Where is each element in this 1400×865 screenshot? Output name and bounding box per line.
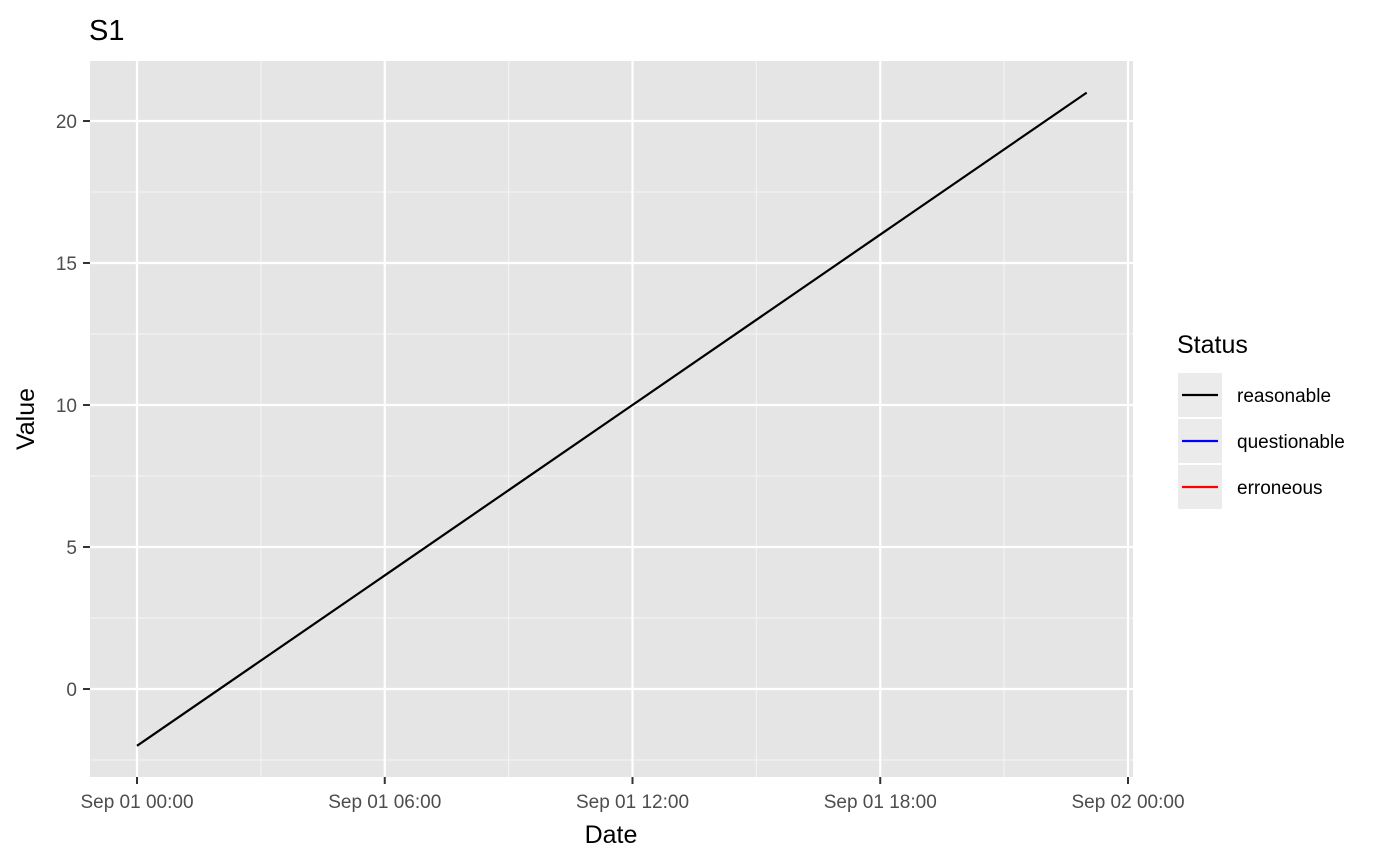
- x-tick-label: Sep 01 00:00: [80, 792, 193, 813]
- legend-label: questionable: [1237, 432, 1345, 453]
- major-gridlines: [90, 61, 1133, 777]
- legend-label: erroneous: [1237, 478, 1323, 499]
- legend-items: reasonable questionable erroneous: [1178, 373, 1345, 509]
- x-axis-title: Date: [585, 821, 638, 849]
- chart-title: S1: [89, 15, 124, 47]
- y-tick-label: 10: [56, 396, 77, 417]
- minor-gridlines: [90, 61, 1133, 777]
- series-line-reasonable: [136, 91, 1088, 747]
- legend-label: reasonable: [1237, 386, 1331, 407]
- y-tick-label: 0: [66, 680, 77, 701]
- y-tick-label: 15: [56, 254, 77, 275]
- x-tick-label: Sep 01 06:00: [328, 792, 441, 813]
- y-axis-title: Value: [12, 388, 40, 450]
- x-tick-label: Sep 02 00:00: [1071, 792, 1184, 813]
- y-tick-label: 5: [66, 538, 77, 559]
- legend-title: Status: [1177, 331, 1248, 359]
- x-tick-label: Sep 01 18:00: [824, 792, 937, 813]
- legend: Status reasonable questionable erroneous: [1177, 331, 1345, 509]
- x-tick-label: Sep 01 12:00: [576, 792, 689, 813]
- x-axis: Sep 01 00:00 Sep 01 06:00 Sep 01 12:00 Sep …: [80, 777, 1185, 813]
- y-tick-label: 20: [56, 112, 77, 133]
- y-axis: 0 5 10 15 20: [56, 112, 90, 701]
- series-layer: [136, 91, 1088, 747]
